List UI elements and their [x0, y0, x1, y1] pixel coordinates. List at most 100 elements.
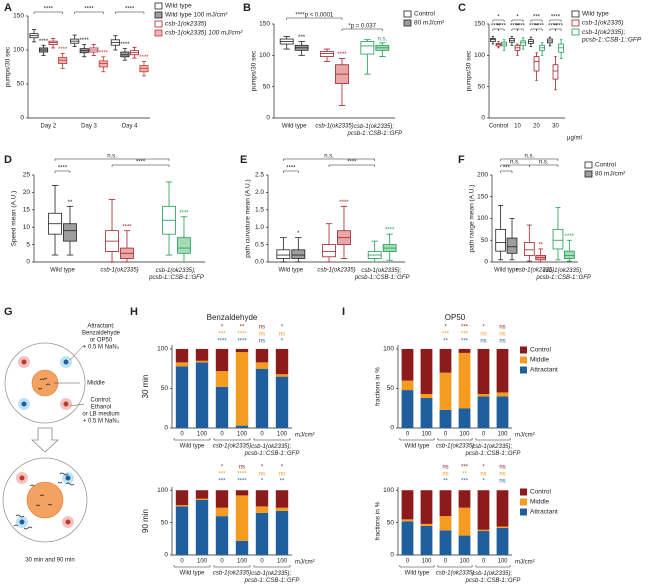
- y-tick-label: 100: [157, 346, 168, 353]
- bracket-label: ***: [503, 166, 511, 172]
- significance: ns: [499, 325, 505, 331]
- bar-segment: [421, 524, 433, 526]
- legend-label: csb-1(ok2335): [165, 21, 207, 28]
- bar-segment: [478, 490, 490, 530]
- group-label: Wild type: [405, 571, 430, 577]
- bracket-label: ****: [535, 24, 545, 30]
- x-tick-label: 20: [533, 124, 540, 130]
- significance: ****: [237, 472, 247, 478]
- bracket-label: n.s.: [539, 160, 549, 166]
- bar-segment: [497, 490, 509, 526]
- y-tick-label: 2.0: [255, 189, 264, 196]
- panel-label: H: [130, 306, 138, 318]
- y-tick-label: 25: [23, 172, 31, 179]
- bar-segment: [196, 361, 208, 363]
- bracket-label: n.s.: [107, 154, 117, 160]
- y-tick-label: 0: [266, 115, 270, 122]
- legend-label: 80 mJ/cm²: [595, 171, 626, 178]
- significance: *: [281, 465, 284, 471]
- significance: n.s.: [377, 36, 387, 42]
- bar-segment: [459, 508, 471, 536]
- bar-segment: [236, 426, 248, 428]
- box: [553, 65, 558, 79]
- y-tick-label: 0.0: [255, 259, 264, 266]
- box: [361, 42, 374, 55]
- significance: ns: [480, 339, 486, 345]
- significance: ***: [461, 325, 469, 331]
- box: [321, 52, 334, 57]
- y-tick-label: 50: [161, 519, 169, 526]
- legend-label: Control: [595, 162, 617, 169]
- significance: ns: [279, 472, 285, 478]
- significance: ****: [122, 224, 132, 230]
- bar-segment: [478, 396, 490, 428]
- bracket-label: ****: [44, 7, 54, 13]
- y-tick-label: 50: [387, 385, 395, 392]
- group-label: csb-1(ok2335); pcsb-1::CSB-1::GFP: [244, 571, 300, 584]
- x-tick-label: Control: [489, 124, 508, 130]
- significance: **: [443, 339, 448, 345]
- group-bracket: [400, 438, 434, 440]
- legend-swatch: [520, 489, 527, 496]
- bar-segment: [440, 530, 452, 555]
- bracket-label: *p = 0.037: [348, 24, 376, 30]
- y-tick-label: 150: [474, 21, 485, 28]
- row-label: 30 min: [141, 374, 150, 398]
- bar-segment: [256, 362, 268, 368]
- x-tick-label: csb-1(ok2335); pcsb-1::CSB-1::GFP: [354, 268, 410, 281]
- bar-segment: [440, 349, 452, 373]
- significance: *: [221, 325, 224, 331]
- g-text: Middle: [87, 381, 105, 387]
- box: [564, 251, 574, 258]
- significance: ****: [99, 50, 109, 56]
- box: [534, 57, 539, 71]
- bar-segment: [196, 500, 208, 555]
- significance: ****: [120, 42, 130, 48]
- bar-segment: [256, 369, 268, 428]
- y-tick-label: 50: [481, 237, 489, 244]
- box: [553, 229, 563, 249]
- bar-segment: [478, 531, 490, 555]
- bar-segment: [216, 371, 228, 387]
- group-label: Wild type: [405, 444, 430, 450]
- bracket-label: ****: [58, 166, 68, 172]
- x-unit: mJ/cm²: [295, 560, 315, 566]
- group-bracket: [476, 565, 510, 567]
- bar-segment: [196, 499, 208, 500]
- bar-segment: [421, 490, 433, 524]
- significance: ****: [217, 339, 227, 345]
- attractant-spot: [22, 402, 27, 407]
- x-tick-label: 0: [482, 559, 486, 565]
- y-tick-label: 100: [383, 487, 394, 494]
- group-label: Wild type: [180, 444, 205, 450]
- bar-segment: [421, 349, 433, 394]
- x-tick-label: 0: [406, 559, 410, 565]
- y-tick-label: 1.5: [255, 207, 264, 214]
- bar-segment: [176, 362, 188, 366]
- y-tick-label: 0: [390, 425, 394, 432]
- y-tick-label: 0: [26, 259, 30, 266]
- attractant-spot: [20, 520, 25, 525]
- x-tick-label: Day 3: [81, 124, 97, 130]
- y-tick-label: 150: [13, 13, 24, 20]
- x-tick-label: 0: [260, 432, 264, 438]
- significance: *: [482, 465, 485, 471]
- bracket-label: ****: [84, 7, 94, 13]
- legend-label: Wild type: [165, 3, 192, 10]
- bar-segment: [459, 490, 471, 507]
- bar-segment: [402, 349, 414, 381]
- box: [507, 238, 517, 253]
- significance: ***: [461, 479, 469, 485]
- bracket-label: ****: [551, 15, 561, 21]
- panel-label: A: [4, 2, 12, 14]
- bar-segment: [196, 349, 208, 361]
- bar-segment: [176, 349, 188, 362]
- bracket-label: ****: [516, 24, 526, 30]
- x-unit: mJ/cm²: [515, 433, 535, 439]
- x-tick-label: 100: [277, 432, 288, 438]
- legend-label: Middle: [530, 357, 550, 364]
- y-tick-label: 50: [17, 81, 25, 88]
- x-tick-label: 100: [277, 559, 288, 565]
- group-label: csb-1(ok2335); pcsb-1::CSB-1::GFP: [465, 444, 521, 457]
